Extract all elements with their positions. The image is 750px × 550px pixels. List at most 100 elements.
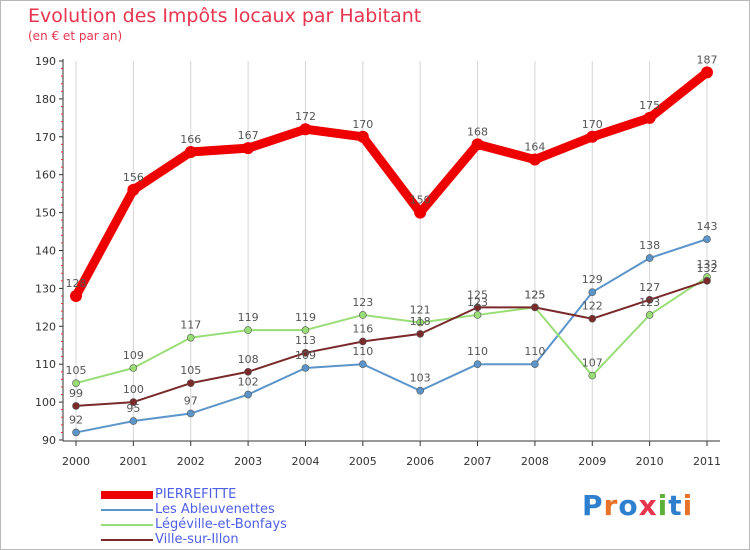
y-tick-label: 90 [42,434,56,447]
data-point [129,364,138,372]
y-tick-label: 170 [35,131,56,144]
y-tick-label: 140 [35,245,56,258]
data-point [414,206,427,219]
data-label: 125 [524,288,545,301]
data-point [186,333,195,342]
legend-swatch [101,523,153,526]
data-point [301,326,310,334]
data-label: 133 [697,258,718,271]
x-tick-label: 2009 [578,455,606,468]
data-point [588,371,597,380]
data-label: 110 [352,345,373,358]
data-label: 166 [180,133,201,146]
legend-swatch [101,490,153,499]
data-point [72,379,80,387]
data-label: 117 [180,319,201,332]
data-point [359,337,367,346]
y-tick-label: 110 [35,358,56,371]
data-point [72,402,80,410]
data-point [473,360,482,369]
data-point [416,330,424,338]
logo-letter: P [582,489,604,522]
data-point [703,277,711,285]
x-tick-label: 2005 [349,455,377,468]
data-label: 138 [639,239,660,252]
data-point [473,303,482,312]
data-point [701,66,713,79]
data-label: 167 [238,129,259,142]
data-label: 125 [524,288,545,301]
data-point [299,123,312,136]
data-point [531,303,539,312]
data-label: 132 [697,262,718,275]
data-point [186,409,195,418]
logo-letter: o [618,489,639,522]
x-tick-label: 2000 [62,455,90,468]
data-label: 119 [238,311,259,324]
data-point [586,130,599,143]
data-label: 175 [639,99,660,112]
data-label: 127 [639,281,660,294]
y-tick-label: 190 [35,55,56,68]
logo-letter: t [668,489,683,522]
data-label: 170 [582,118,603,131]
logo-letter: r [603,489,619,522]
data-label: 123 [467,296,488,309]
legend-swatch [101,508,153,511]
data-label: 123 [352,296,373,309]
logo-letter: x [638,489,658,522]
x-tick-label: 2001 [119,455,147,468]
data-label: 100 [123,383,144,396]
series-line [71,67,712,301]
chart-title: Evolution des Impôts locaux par Habitant [28,5,422,27]
proxiti-logo: Proxiti [582,489,693,522]
data-label: 107 [582,357,603,370]
data-label: 118 [410,315,431,328]
legend-label: PIERREFITTE [155,487,237,502]
data-label: 108 [238,353,259,366]
data-label: 105 [180,364,201,377]
data-point [70,289,82,302]
data-point [645,254,654,262]
series-line [75,279,708,407]
data-label: 109 [123,349,144,362]
legend-label: Les Ableuvenettes [155,502,275,517]
data-point [359,311,367,319]
y-tick-label: 150 [35,207,56,220]
data-label: 172 [295,110,316,123]
data-point [531,360,539,369]
x-tick-label: 2004 [291,455,319,468]
legend: PIERREFITTE Les Ableuvenettes Légéville-et… [101,487,287,547]
data-label: 92 [69,413,83,426]
series-line [75,238,708,434]
legend-item: Légéville-et-Bonfays [101,517,287,532]
data-point [244,326,252,334]
legend-label: Légéville-et-Bonfays [155,517,287,532]
y-tick-label: 130 [35,282,56,295]
y-tick-label: 100 [35,396,56,409]
chart-subtitle: (en € et par an) [28,29,123,43]
x-tick-label: 2006 [406,455,434,468]
x-tick-label: 2002 [177,455,205,468]
data-label: 122 [582,300,603,313]
data-label: 143 [697,220,718,233]
data-label: 99 [69,387,83,400]
data-point [127,183,140,196]
data-point [244,367,252,376]
logo-letter: i [657,489,669,522]
legend-item: PIERREFITTE [101,487,287,502]
data-label: 129 [582,273,603,286]
data-point [129,417,138,425]
legend-item: Ville-sur-Illon [101,532,287,547]
data-label: 102 [238,376,259,389]
data-label: 125 [467,288,488,301]
legend-label: Ville-sur-Illon [155,532,239,547]
data-label: 121 [410,304,431,317]
logo-letter: i [682,489,694,522]
data-label: 123 [639,296,660,309]
data-label: 97 [184,394,198,407]
data-point [703,235,711,243]
data-point [356,130,369,143]
